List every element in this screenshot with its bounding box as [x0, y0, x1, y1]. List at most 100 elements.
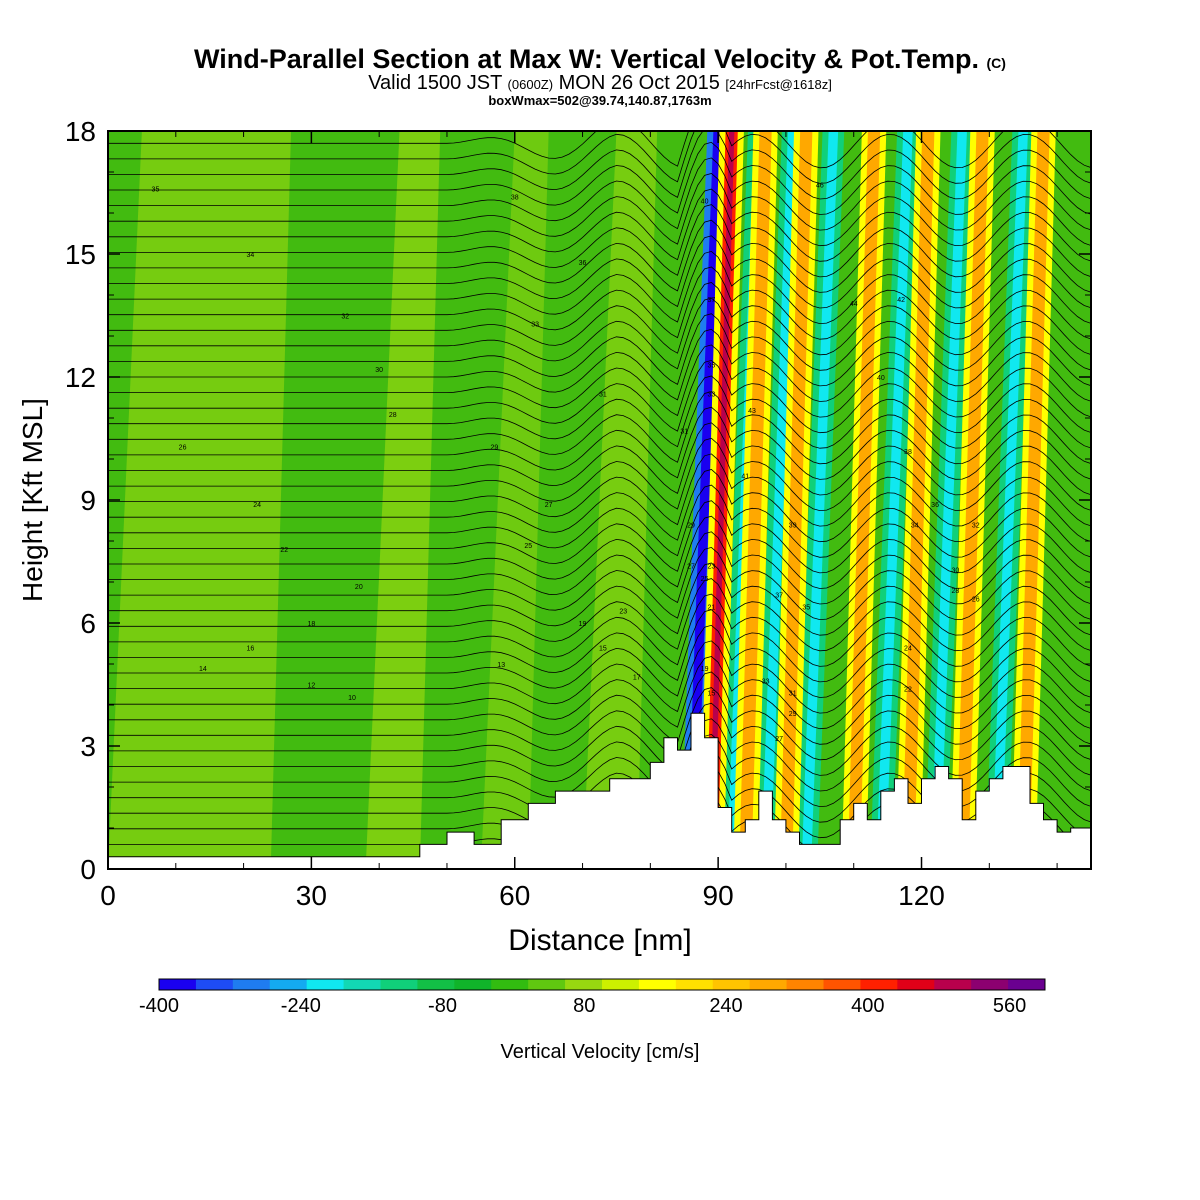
contour-label: 23 — [619, 609, 627, 616]
contour-label: 42 — [897, 297, 905, 304]
x-tick-label: 120 — [898, 880, 945, 911]
theta-contour — [108, 219, 1091, 293]
theta-contour — [108, 656, 1091, 730]
contour-label: 33 — [531, 322, 539, 329]
contour-label: 24 — [904, 646, 912, 653]
contour-label: 13 — [497, 662, 505, 669]
colorbar-tick-label: -80 — [428, 995, 457, 1017]
contour-label: 29 — [789, 711, 797, 718]
theta-contour — [108, 624, 1091, 698]
contour-label: 19 — [579, 621, 587, 628]
theta-contour — [108, 188, 1091, 262]
theta-contour — [108, 500, 1091, 574]
x-tick-label: 90 — [703, 880, 734, 911]
downdraft-core — [801, 131, 839, 869]
velocity-field — [108, 131, 1091, 869]
theta-contour — [108, 157, 1091, 231]
contour-label: 33 — [762, 678, 770, 685]
theta-contour — [108, 131, 1091, 184]
contour-label: 37 — [707, 297, 715, 304]
contour-label: 17 — [633, 674, 641, 681]
theta-contour — [108, 297, 1091, 371]
colorbar-tick-label: -240 — [281, 995, 321, 1017]
field-streak — [365, 131, 441, 869]
contour-label: 12 — [307, 683, 315, 690]
theta-contour — [108, 344, 1091, 418]
theta-contour — [108, 640, 1091, 714]
field-streak — [480, 131, 549, 869]
y-tick-label: 3 — [80, 731, 96, 762]
contour-label: 15 — [599, 646, 607, 653]
updraft-core — [739, 131, 772, 869]
colorbar-swatch — [454, 979, 492, 990]
theta-contour — [108, 687, 1091, 761]
x-tick-label: 30 — [296, 880, 327, 911]
theta-contour — [108, 593, 1091, 667]
x-axis-label: Distance [nm] — [508, 924, 691, 957]
updraft-max — [708, 131, 735, 869]
theta-contour — [108, 422, 1091, 496]
colorbar-frame — [158, 978, 1046, 991]
forecast-info: [24hrFcst@1618z] — [725, 77, 832, 92]
contour-label: 20 — [355, 584, 363, 591]
contour-label: 36 — [931, 502, 939, 509]
colorbar-swatch — [417, 979, 455, 990]
contour-label: 31 — [680, 428, 688, 435]
theta-contour — [108, 328, 1091, 402]
colorbar-swatch — [159, 979, 197, 990]
colorbar-swatch — [897, 979, 935, 990]
colorbar-swatch — [971, 979, 1009, 990]
colorbar-swatch — [565, 979, 603, 990]
contour-label: 34 — [911, 523, 919, 530]
contour-label: 21 — [707, 605, 715, 612]
terrain-silhouette — [108, 712, 1091, 869]
contour-label: 22 — [904, 687, 912, 694]
contour-label: 34 — [246, 252, 254, 259]
theta-contour — [108, 562, 1091, 636]
contour-label: 19 — [701, 666, 709, 673]
downdraft-core — [930, 131, 967, 869]
contour-label: 38 — [904, 449, 912, 456]
contour-label: 30 — [952, 568, 960, 575]
colorbar-swatch — [1008, 979, 1046, 990]
colorbar-tick-label: -400 — [139, 995, 179, 1017]
downdraft-core — [876, 131, 913, 869]
colorbar-swatch — [934, 979, 972, 990]
colorbar-swatch — [195, 979, 234, 990]
field-streak — [108, 131, 292, 869]
contour-label: 22 — [280, 547, 288, 554]
theta-contour — [108, 235, 1091, 309]
contour-labels: 35 34 32 30 28 26 24 22 20 18 16 14 12 10 38 36 33 31 29 27… — [152, 182, 980, 742]
theta-contour — [108, 515, 1091, 589]
contour-label: 30 — [375, 367, 383, 374]
chart-subtitle: Valid 1500 JST (0600Z) MON 26 Oct 2015 [… — [0, 72, 1200, 95]
chart-title-main: Wind-Parallel Section at Max W: Vertical… — [194, 44, 979, 74]
theta-contour — [108, 609, 1091, 683]
y-tick-label: 9 — [80, 485, 96, 516]
theta-contour — [108, 437, 1091, 512]
copyright-mark: (C) — [986, 55, 1006, 71]
contour-label: 35 — [152, 186, 160, 193]
contour-label: 15 — [707, 691, 715, 698]
colorbar-swatch — [602, 979, 640, 990]
contour-label: 32 — [972, 523, 980, 530]
y-tick-label: 18 — [65, 116, 96, 147]
contour-label: 28 — [952, 588, 960, 595]
theta-contour — [108, 204, 1091, 278]
theta-contour — [108, 531, 1091, 605]
updraft-core — [1017, 131, 1050, 869]
theta-contour — [108, 131, 1091, 200]
theta-contour — [108, 375, 1091, 449]
contour-label: 35 — [802, 605, 810, 612]
contour-label: 40 — [701, 199, 709, 206]
theta-contours — [108, 131, 1091, 869]
theta-contour — [108, 578, 1091, 652]
contour-label: 18 — [307, 621, 315, 628]
colorbar-swatch — [786, 979, 824, 990]
theta-contour — [108, 313, 1091, 387]
colorbar-tick-label: 80 — [573, 995, 595, 1017]
colorbar-swatch — [675, 979, 714, 990]
contour-label: 41 — [741, 473, 749, 480]
theta-contour — [108, 546, 1091, 621]
theta-contour — [108, 484, 1091, 558]
